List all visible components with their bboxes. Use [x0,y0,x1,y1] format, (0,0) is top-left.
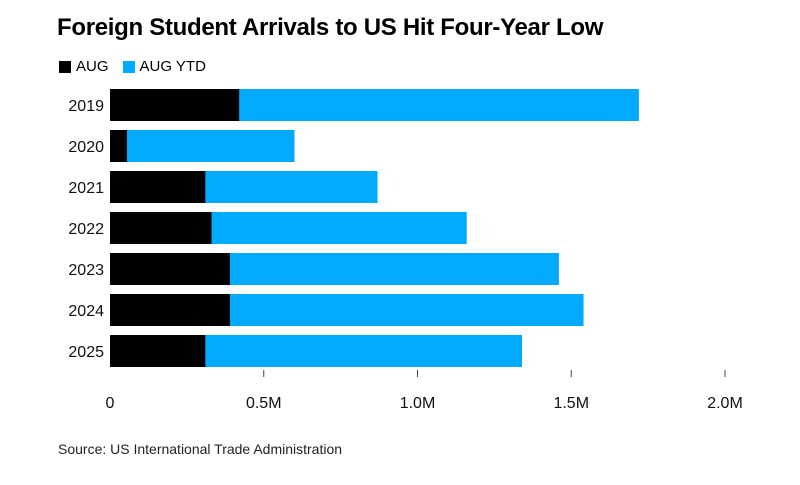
y-tick-label: 2024 [68,303,104,320]
bar-aug [110,171,206,203]
legend-label-aug: AUG [76,58,109,75]
x-tick-label: 1.0M [400,395,436,412]
y-tick-label: 2022 [68,221,104,238]
bar-aug [110,253,230,285]
bar-aug [110,130,127,162]
legend-item-aug-ytd: AUG YTD [122,58,206,75]
x-tick-label: 2.0M [707,395,743,412]
bar-aug [110,335,206,367]
chart-title: Foreign Student Arrivals to US Hit Four-… [57,14,604,41]
bar-aug [110,212,212,244]
x-tick-label: 0.5M [246,395,282,412]
bar-aug [110,294,230,326]
legend-label-aug-ytd: AUG YTD [139,58,206,75]
y-tick-label: 2019 [68,98,104,115]
x-tick-label: 0 [106,395,115,412]
y-tick-label: 2021 [68,180,104,197]
y-tick-label: 2020 [68,139,104,156]
legend-swatch-aug [59,60,71,73]
source-note: Source: US International Trade Administr… [58,441,343,457]
bar-aug-ytd [110,130,295,162]
legend-swatch-aug-ytd [122,60,135,73]
bar-aug [110,89,240,121]
y-tick-label: 2025 [68,344,104,361]
legend: AUG AUG YTD [59,58,220,75]
legend-item-aug: AUG [59,58,109,75]
y-tick-label: 2023 [68,262,104,279]
x-tick-label: 1.5M [553,395,589,412]
